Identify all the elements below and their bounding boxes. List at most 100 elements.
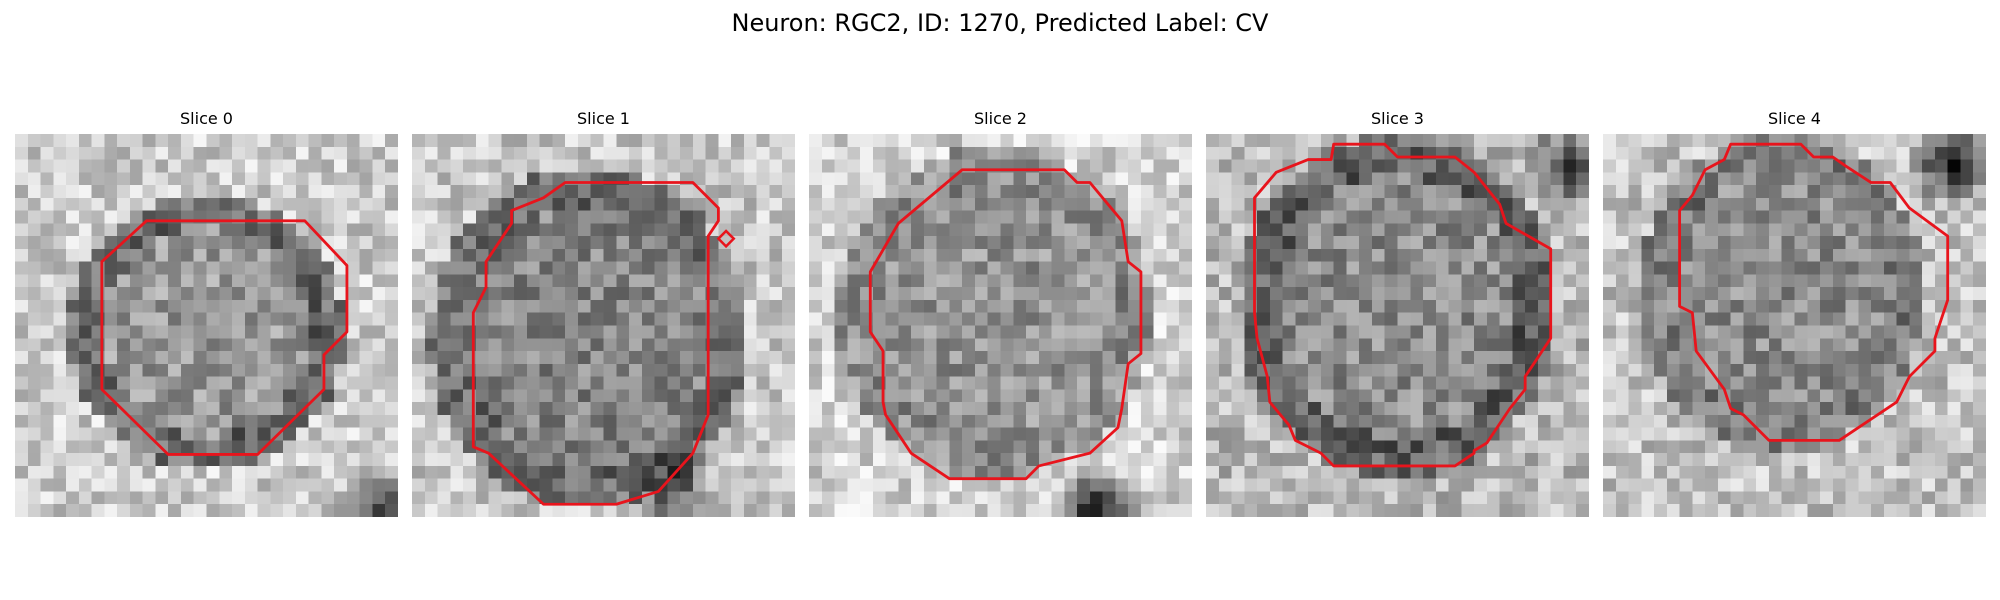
- pixel: [1909, 274, 1922, 287]
- pixel: [962, 504, 975, 517]
- pixel: [1026, 428, 1039, 441]
- pixel: [1334, 160, 1347, 173]
- pixel: [757, 466, 770, 479]
- pixel: [1960, 147, 1973, 160]
- pixel: [347, 338, 360, 351]
- pixel: [489, 364, 502, 377]
- pixel: [1629, 364, 1642, 377]
- pixel: [309, 185, 322, 198]
- pixel: [1052, 479, 1065, 492]
- pixel: [667, 134, 680, 147]
- pixel: [270, 300, 283, 313]
- pixel: [604, 287, 617, 300]
- pixel: [1219, 134, 1232, 147]
- pixel: [578, 389, 591, 402]
- pixel: [1654, 211, 1667, 224]
- pixel: [962, 274, 975, 287]
- pixel: [1641, 274, 1654, 287]
- pixel: [309, 440, 322, 453]
- pixel: [117, 326, 130, 339]
- pixel: [1154, 415, 1167, 428]
- pixel: [860, 172, 873, 185]
- pixel: [15, 223, 28, 236]
- pixel: [1308, 428, 1321, 441]
- pixel: [1001, 364, 1014, 377]
- pixel: [28, 185, 41, 198]
- pixel: [1756, 491, 1769, 504]
- pixel: [1026, 338, 1039, 351]
- pixel: [693, 223, 706, 236]
- pixel: [28, 198, 41, 211]
- pixel: [744, 198, 757, 211]
- pixel: [334, 453, 347, 466]
- pixel: [1346, 377, 1359, 390]
- pixel: [1538, 198, 1551, 211]
- pixel: [731, 134, 744, 147]
- pixel: [1680, 428, 1693, 441]
- pixel: [450, 313, 463, 326]
- pixel: [1743, 377, 1756, 390]
- pixel: [1026, 198, 1039, 211]
- pixel: [232, 262, 245, 275]
- pixel: [1346, 185, 1359, 198]
- pixel: [911, 300, 924, 313]
- pixel: [155, 185, 168, 198]
- pixel: [309, 249, 322, 262]
- pixel: [1346, 428, 1359, 441]
- pixel: [1487, 313, 1500, 326]
- pixel: [1538, 479, 1551, 492]
- pixel: [552, 249, 565, 262]
- pixel: [924, 504, 937, 517]
- pixel: [194, 134, 207, 147]
- pixel: [1232, 377, 1245, 390]
- pixel: [757, 147, 770, 160]
- pixel: [79, 236, 92, 249]
- pixel: [1718, 504, 1731, 517]
- pixel: [744, 338, 757, 351]
- pixel: [1833, 313, 1846, 326]
- pixel: [1013, 262, 1026, 275]
- pixel: [655, 160, 668, 173]
- pixel: [1474, 223, 1487, 236]
- pixel: [514, 236, 527, 249]
- pixel: [1372, 504, 1385, 517]
- pixel: [578, 249, 591, 262]
- pixel: [130, 172, 143, 185]
- pixel: [565, 300, 578, 313]
- pixel: [1922, 504, 1935, 517]
- pixel: [245, 402, 258, 415]
- pixel: [296, 147, 309, 160]
- pixel: [385, 415, 398, 428]
- pixel: [667, 364, 680, 377]
- pixel: [744, 134, 757, 147]
- pixel: [1769, 262, 1782, 275]
- pixel: [143, 466, 156, 479]
- pixel: [334, 389, 347, 402]
- pixel: [1064, 326, 1077, 339]
- pixel: [1385, 402, 1398, 415]
- pixel: [1743, 287, 1756, 300]
- pixel: [130, 249, 143, 262]
- pixel: [1423, 249, 1436, 262]
- pixel: [1680, 338, 1693, 351]
- pixel: [258, 453, 271, 466]
- pixel: [1166, 402, 1179, 415]
- pixel: [757, 134, 770, 147]
- pixel: [1667, 326, 1680, 339]
- pixel: [642, 134, 655, 147]
- pixel: [1359, 249, 1372, 262]
- pixel: [1756, 211, 1769, 224]
- pixel: [130, 160, 143, 173]
- pixel: [898, 466, 911, 479]
- pixel: [1512, 300, 1525, 313]
- pixel: [28, 402, 41, 415]
- pixel: [1179, 364, 1192, 377]
- pixel: [1820, 249, 1833, 262]
- pixel: [1026, 453, 1039, 466]
- pixel: [1667, 147, 1680, 160]
- pixel: [718, 262, 731, 275]
- pixel: [104, 262, 117, 275]
- pixel: [143, 389, 156, 402]
- pixel: [578, 491, 591, 504]
- pixel: [1705, 338, 1718, 351]
